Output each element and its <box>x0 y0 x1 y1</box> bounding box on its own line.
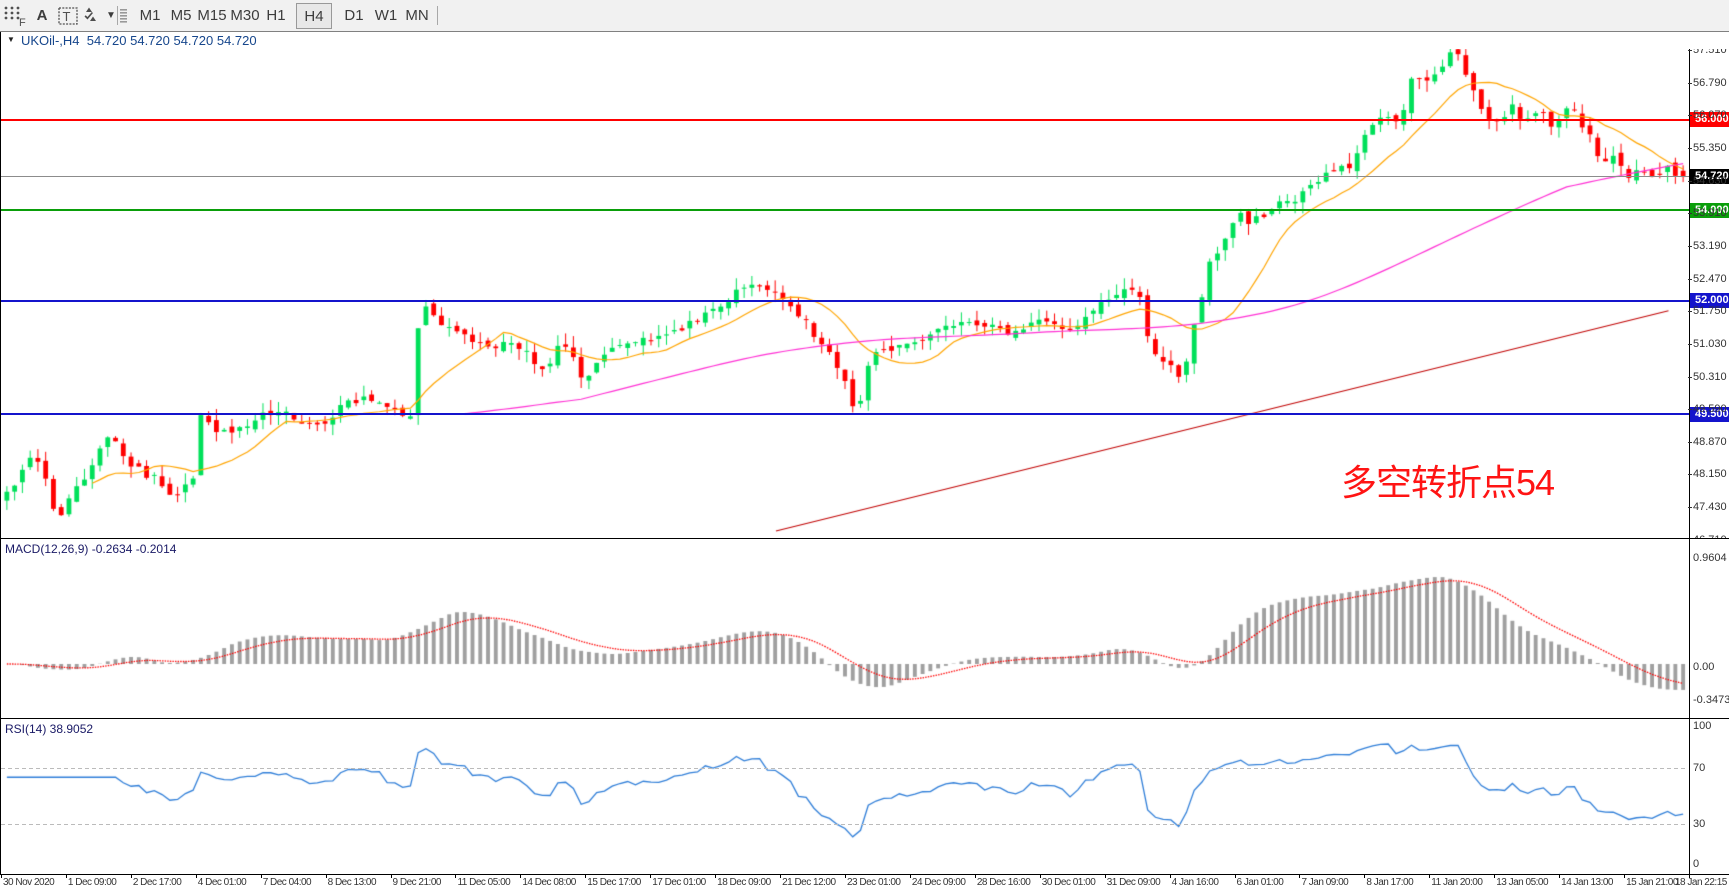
svg-text:T: T <box>63 9 71 24</box>
svg-text:F: F <box>19 17 26 26</box>
